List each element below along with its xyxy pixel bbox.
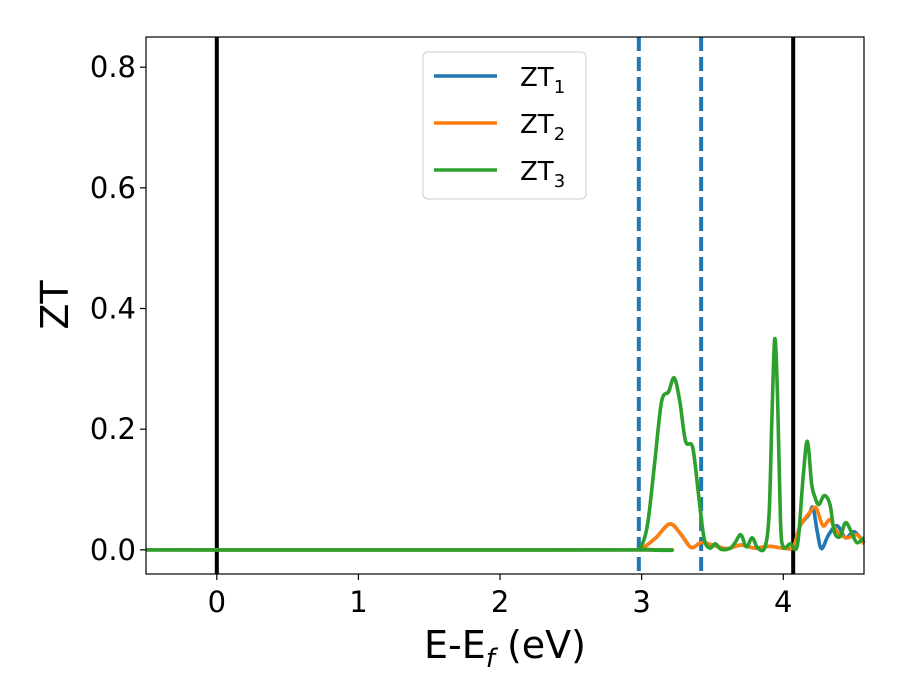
legend-box — [422, 51, 587, 200]
reference-lines — [214, 37, 796, 574]
series-lines — [145, 336, 866, 553]
y-tick-label: 0.8 — [90, 50, 136, 84]
legend-label-zt3: ZT3 — [520, 157, 565, 192]
x-tick-label: 0 — [208, 585, 226, 619]
x-tick-label: 4 — [774, 585, 792, 619]
series-line-zt3 — [145, 336, 866, 553]
y-axis-title: ZT — [33, 280, 77, 330]
plot-frame — [145, 36, 865, 575]
x-axis-title: E-Ef (eV) — [424, 623, 586, 674]
y-tick-label: 0.0 — [90, 533, 136, 567]
x-tick-label: 3 — [632, 585, 650, 619]
legend-label-zt1: ZT1 — [520, 63, 565, 98]
legend-label-zt2: ZT2 — [520, 110, 565, 145]
y-tick-label: 0.4 — [90, 292, 136, 326]
x-axis-ticks: 0 1 2 3 4 — [208, 574, 793, 619]
y-tick-label: 0.6 — [90, 171, 136, 205]
y-axis-ticks: 0.0 0.2 0.4 0.6 0.8 — [90, 50, 146, 567]
x-axis-title-unit: (eV) — [495, 623, 586, 667]
legend: ZT1 ZT2 ZT3 — [422, 51, 587, 200]
x-tick-label: 2 — [491, 585, 509, 619]
y-tick-label: 0.2 — [90, 412, 136, 446]
x-tick-label: 1 — [349, 585, 367, 619]
x-axis-title-base: E-E — [424, 623, 486, 667]
